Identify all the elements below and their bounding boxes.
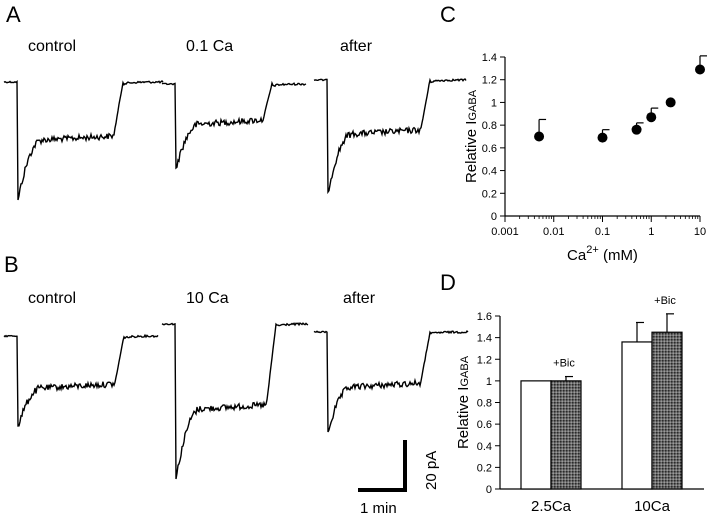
d-y-tick-label: 0.2 (477, 462, 492, 474)
scale-bar-time-label: 1 min (360, 500, 397, 517)
c-y-tick-label: 0.4 (482, 166, 497, 178)
trace-a-low-ca (161, 80, 307, 170)
d-bar-control (520, 380, 552, 490)
d-bic-annotation: +Bic (553, 358, 575, 370)
d-y-tick-label: 0.4 (477, 441, 492, 453)
c-data-point (646, 112, 657, 123)
panel-letter-d: D (440, 270, 456, 295)
c-x-tick-label: 0.01 (543, 226, 564, 238)
scale-bar-current-label: 20 pA (423, 450, 440, 490)
chart-d: 0 0.2 0.4 0.6 0.8 1 1.2 1.4 1.6 2.5Ca +Bic 10Ca +Bic… (455, 295, 704, 515)
d-y-tick-label: 1 (486, 376, 492, 388)
d-y-tick-label: 1.6 (477, 311, 492, 323)
d-y-tick-label: 1.4 (477, 333, 492, 345)
chart-c: 0 0.2 0.4 0.6 0.8 1 1.2 1.4 0.001 0.01 0.1 1 10 Ca2+ … (463, 52, 707, 264)
panel-letter-b: B (4, 252, 19, 277)
d-y-axis-label: Relative IGABA (455, 355, 472, 449)
d-y-tick-label: 0.6 (477, 419, 492, 431)
condition-label-a-after: after (340, 38, 373, 55)
scale-bar (358, 440, 407, 492)
c-y-tick-label: 0.2 (482, 188, 497, 200)
d-x-category-label: 2.5Ca (531, 498, 572, 515)
c-x-tick-label: 1 (648, 226, 654, 238)
d-y-tick-label: 0 (486, 484, 492, 496)
trace-b-after (313, 330, 469, 433)
c-data-point (665, 97, 676, 108)
d-bar-bic (651, 331, 683, 490)
c-data-point (534, 131, 545, 142)
c-data-point (695, 64, 705, 75)
condition-label-b-control: control (28, 290, 77, 307)
c-y-tick-label: 0 (491, 211, 497, 223)
panel-letter-c: C (440, 2, 456, 27)
c-y-tick-label: 1 (491, 97, 497, 109)
current-traces (3, 77, 469, 480)
c-y-axis-label: Relative IGABA (463, 89, 480, 183)
d-y-tick-label: 1.2 (477, 354, 492, 366)
c-y-tick-label: 1.4 (482, 52, 497, 64)
c-x-tick-label: 10 (694, 226, 706, 238)
c-x-tick-label: 0.001 (491, 226, 519, 238)
condition-label-b-high-ca: 10 Ca (186, 290, 229, 307)
c-x-axis-label: Ca2+ (mM) (567, 244, 638, 264)
c-x-tick-label: 0.1 (595, 226, 610, 238)
condition-label-a-low-ca: 0.1 Ca (186, 38, 234, 55)
d-bar-bic (550, 380, 582, 490)
trace-b-control (3, 333, 159, 427)
condition-label-a-control: control (28, 38, 77, 55)
condition-label-b-after: after (343, 290, 376, 307)
c-data-point (597, 132, 608, 143)
d-bar-control (621, 341, 653, 490)
c-y-tick-label: 1.2 (482, 75, 497, 87)
d-y-tick-label: 0.8 (477, 398, 492, 410)
c-y-tick-label: 0.8 (482, 120, 497, 132)
c-data-point (631, 124, 642, 135)
d-bic-annotation: +Bic (654, 295, 676, 307)
panel-letter-a: A (6, 2, 21, 27)
d-x-category-label: 10Ca (634, 498, 671, 515)
trace-a-control (3, 79, 164, 201)
trace-b-high-ca (161, 322, 309, 480)
c-y-tick-label: 0.6 (482, 143, 497, 155)
trace-a-after (313, 77, 467, 195)
